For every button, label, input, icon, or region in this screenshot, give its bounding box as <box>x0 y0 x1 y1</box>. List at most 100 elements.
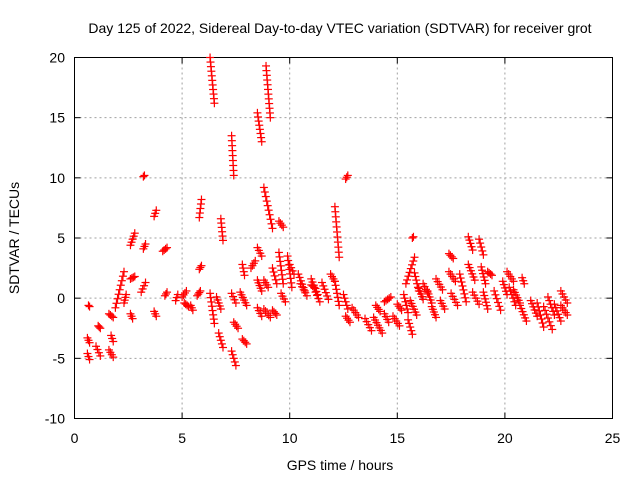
data-point <box>482 301 491 310</box>
data-point <box>343 171 352 180</box>
data-point <box>323 292 332 301</box>
data-point <box>496 306 505 315</box>
data-point <box>128 314 137 323</box>
data-point <box>545 296 554 305</box>
data-point <box>218 236 227 245</box>
data-point <box>257 312 266 321</box>
data-point <box>281 297 290 306</box>
data-point <box>335 301 344 310</box>
data-point <box>408 234 417 242</box>
data-point <box>367 326 376 335</box>
data-point <box>111 303 120 312</box>
data-point <box>255 121 264 130</box>
data-point <box>114 290 123 299</box>
data-point <box>253 108 262 117</box>
data-point <box>563 311 572 320</box>
data-point <box>432 313 441 322</box>
data-point <box>409 232 418 241</box>
data-point <box>109 337 118 346</box>
data-points <box>83 53 572 370</box>
data-point <box>498 277 507 286</box>
data-point <box>274 248 283 257</box>
data-point <box>479 250 488 259</box>
data-point <box>332 285 341 294</box>
data-point <box>510 297 519 306</box>
data-point <box>460 289 469 298</box>
x-tick-label: 0 <box>71 430 79 446</box>
data-point <box>107 312 116 321</box>
data-point <box>229 171 238 180</box>
data-point <box>396 304 405 313</box>
data-point <box>287 278 296 287</box>
data-point <box>215 332 224 341</box>
data-point <box>266 313 275 322</box>
data-point <box>109 353 118 362</box>
data-point <box>255 125 264 134</box>
data-point <box>476 239 485 248</box>
data-point <box>481 298 490 307</box>
data-point <box>487 271 496 280</box>
data-point <box>85 302 94 311</box>
data-point <box>404 315 413 324</box>
data-point <box>315 297 324 306</box>
data-point <box>342 173 351 182</box>
data-point <box>339 290 348 299</box>
data-point <box>479 272 488 281</box>
data-point <box>271 309 280 318</box>
y-tick-label: 20 <box>49 50 65 66</box>
data-point <box>404 272 413 281</box>
data-point <box>117 276 126 285</box>
data-point <box>373 303 382 312</box>
data-point <box>263 201 272 210</box>
data-point <box>491 290 500 299</box>
x-tick-label: 15 <box>390 430 406 446</box>
data-point <box>214 329 223 338</box>
data-point <box>130 229 139 238</box>
data-point <box>266 215 275 224</box>
data-point <box>231 361 240 370</box>
data-point <box>477 243 486 252</box>
data-point <box>277 266 286 275</box>
data-point <box>467 242 476 251</box>
data-point <box>384 318 393 327</box>
data-point <box>85 338 94 347</box>
data-point <box>209 315 218 324</box>
data-point <box>115 285 124 294</box>
data-point <box>275 252 284 261</box>
data-point <box>376 307 385 316</box>
data-point <box>555 313 564 322</box>
data-point <box>552 306 561 315</box>
data-point <box>242 339 251 348</box>
x-tick-label: 25 <box>605 430 621 446</box>
data-point <box>254 117 263 126</box>
data-point <box>401 297 410 306</box>
data-point <box>265 210 274 219</box>
data-point <box>457 278 466 287</box>
data-point <box>494 298 503 307</box>
data-point <box>478 266 487 275</box>
data-point <box>197 261 206 270</box>
data-point <box>118 272 127 281</box>
data-point <box>546 321 555 330</box>
data-point <box>394 302 403 311</box>
data-point <box>465 236 474 245</box>
data-point <box>241 338 250 347</box>
data-point <box>278 270 287 279</box>
data-point <box>276 261 285 270</box>
data-point <box>195 265 204 274</box>
data-point <box>419 295 428 304</box>
data-point <box>227 347 236 356</box>
y-tick-label: -10 <box>45 411 65 427</box>
data-point <box>401 279 410 288</box>
data-point <box>276 219 285 228</box>
data-point <box>239 267 248 276</box>
data-point <box>410 253 419 262</box>
data-point <box>397 306 406 315</box>
x-tick-label: 20 <box>497 430 513 446</box>
data-point <box>492 294 501 303</box>
data-point <box>413 283 422 292</box>
data-point <box>109 313 118 322</box>
data-point <box>229 318 238 327</box>
data-point <box>341 175 350 184</box>
data-point <box>343 304 352 313</box>
